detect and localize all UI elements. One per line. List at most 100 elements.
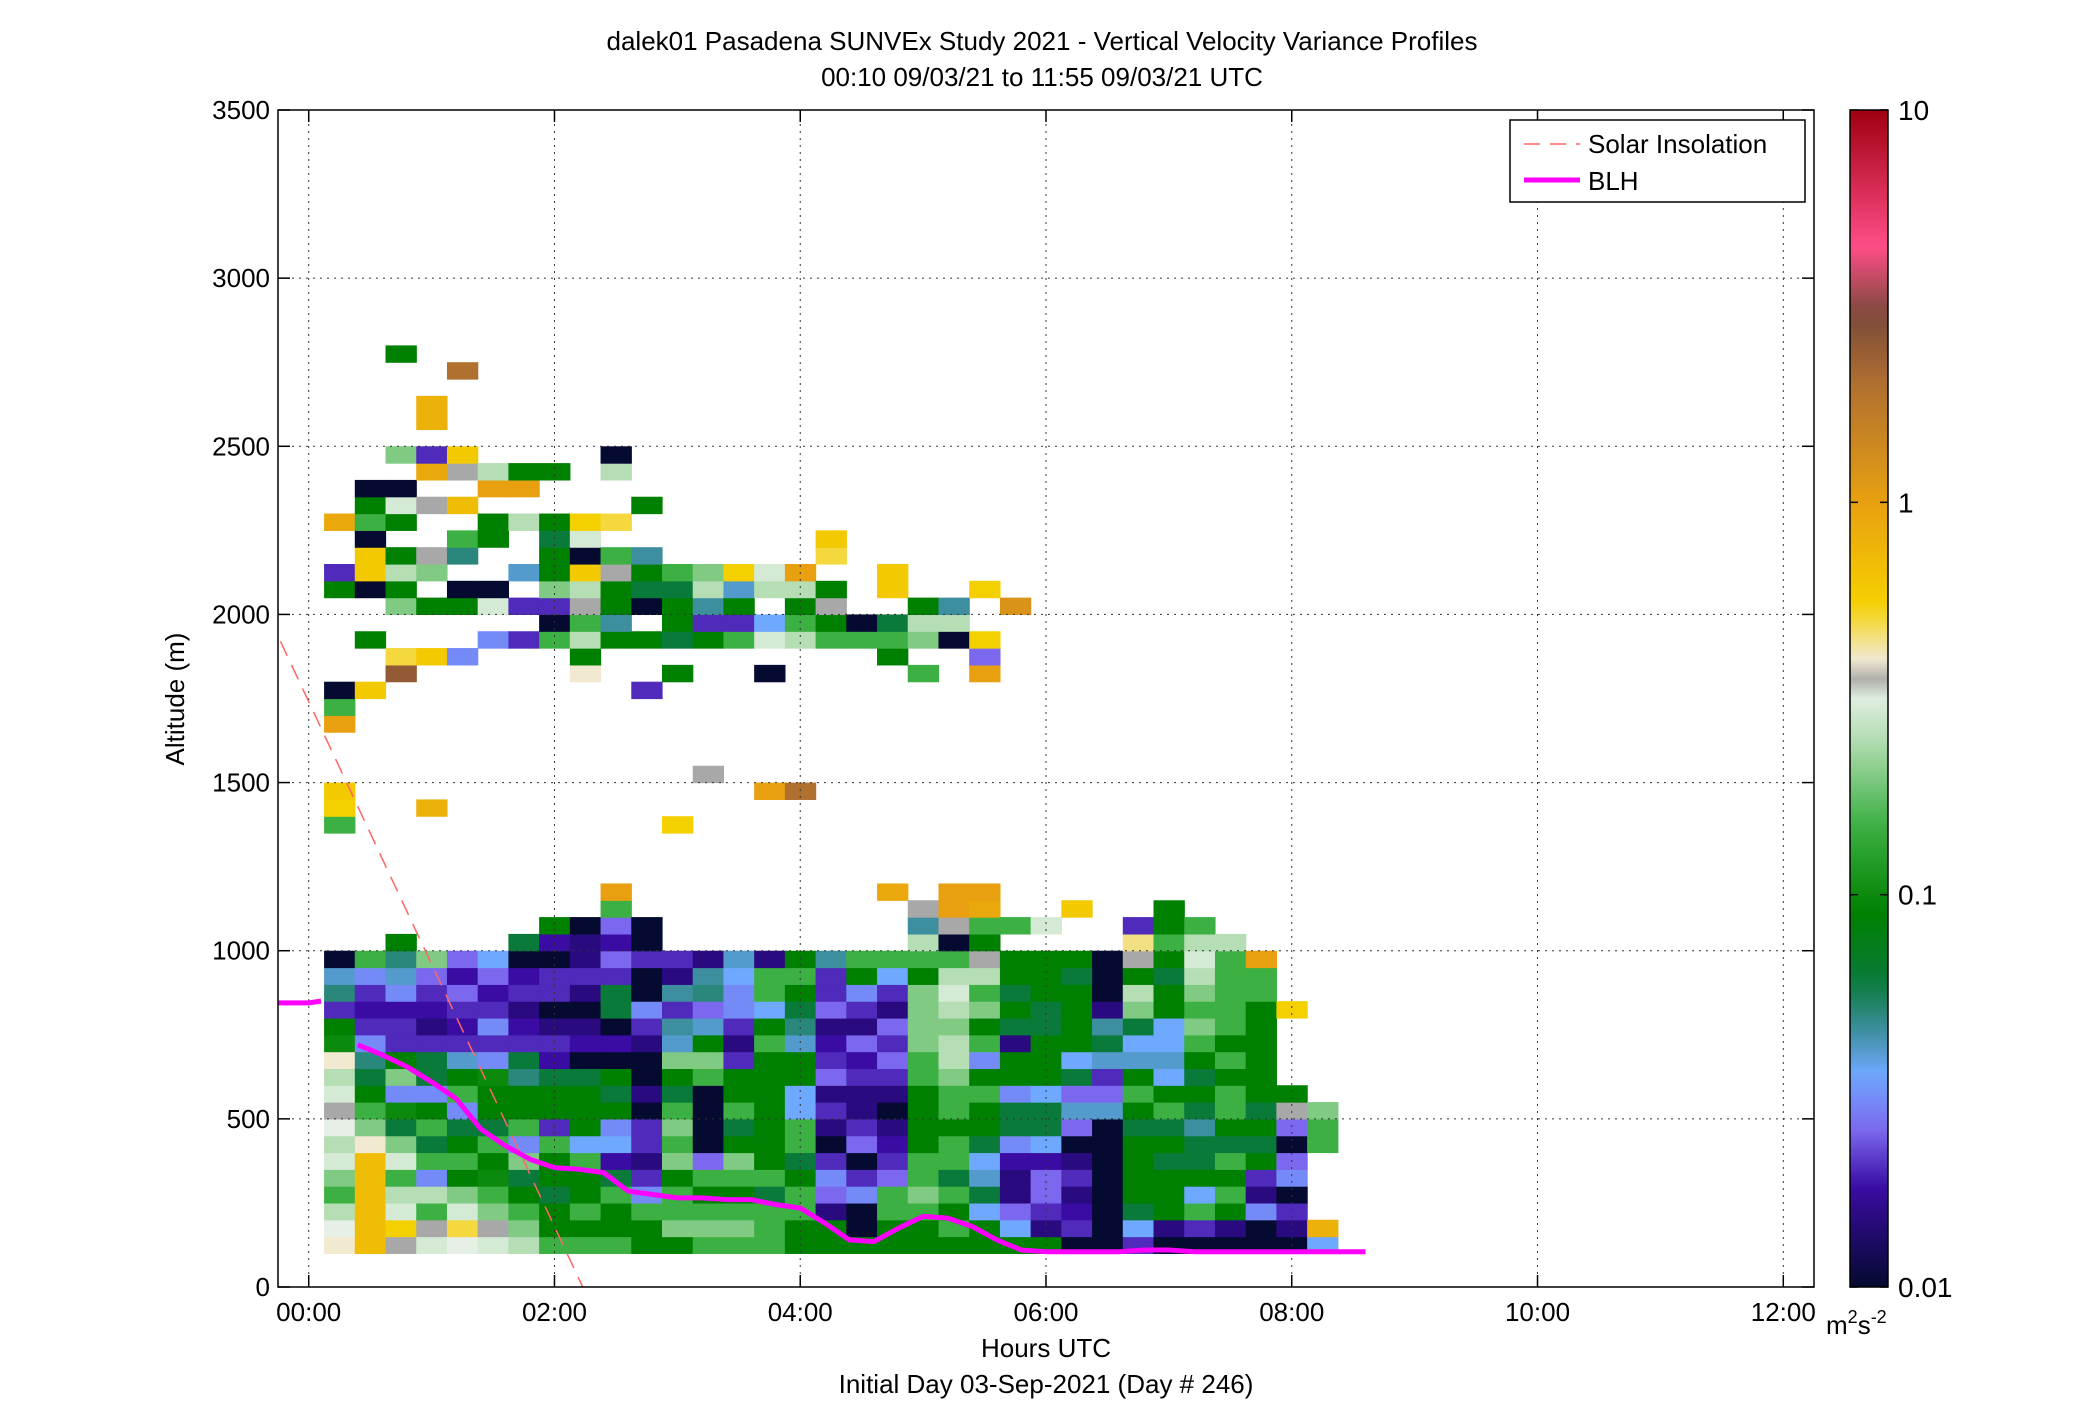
heatmap-cell	[508, 479, 540, 498]
colorbar-ticks: 0.01 0.1 1 10	[1850, 95, 1953, 1303]
heatmap-cell	[662, 1017, 694, 1036]
heatmap-cell	[446, 1169, 479, 1187]
heatmap-cell	[938, 950, 970, 969]
chart-subtitle: 00:10 09/03/21 to 11:55 09/03/21 UTC	[821, 62, 1263, 92]
heatmap-cell	[477, 1001, 509, 1019]
heatmap-cell	[600, 1034, 632, 1053]
heatmap-cell	[1214, 950, 1247, 969]
heatmap-cell	[999, 1051, 1032, 1070]
heatmap-cell	[385, 1017, 417, 1036]
legend-box	[1509, 119, 1806, 203]
heatmap-cell	[1245, 1051, 1277, 1070]
heatmap-cell	[416, 1186, 448, 1204]
heatmap-cell	[999, 1118, 1032, 1137]
heatmap-cell	[969, 1202, 1001, 1221]
heatmap-cell	[1245, 1135, 1277, 1154]
heatmap-cell	[969, 664, 1001, 683]
heatmap-cell	[631, 681, 663, 700]
heatmap-cell	[723, 597, 755, 616]
heatmap-cell	[416, 984, 448, 1002]
heatmap-cell	[600, 984, 632, 1002]
heatmap-cell	[969, 1152, 1001, 1170]
heatmap-cell	[662, 614, 694, 632]
heatmap-cell	[1214, 1169, 1247, 1187]
heatmap-cell	[569, 1051, 602, 1070]
heatmap-cell	[846, 1085, 878, 1103]
heatmap-cell	[754, 1068, 786, 1086]
heatmap-cell	[877, 967, 909, 985]
heatmap-cell	[784, 782, 817, 800]
heatmap-cell	[446, 1135, 479, 1154]
heatmap-cell	[1153, 900, 1185, 918]
heatmap-cell	[324, 1068, 356, 1086]
heatmap-cell	[416, 799, 448, 817]
heatmap-cell	[446, 597, 479, 616]
heatmap-cell	[324, 782, 356, 800]
heatmap-cell	[1122, 1169, 1155, 1187]
heatmap-cell	[539, 1186, 571, 1204]
heatmap-cell	[385, 580, 417, 599]
heatmap-cell	[1061, 1085, 1093, 1103]
heatmap-cell	[446, 580, 479, 599]
heatmap-cell	[324, 1034, 356, 1053]
heatmap-cell	[938, 917, 970, 935]
heatmap-cell	[877, 614, 909, 632]
heatmap-cell	[508, 1202, 540, 1221]
heatmap-cell	[508, 1102, 540, 1120]
heatmap-cell	[539, 1202, 571, 1221]
heatmap-cell	[723, 1085, 755, 1103]
heatmap-cell	[846, 1068, 878, 1086]
heatmap-cell	[846, 1001, 878, 1019]
heatmap-cell	[324, 1085, 356, 1103]
heatmap-cell	[877, 1152, 909, 1170]
heatmap-cell	[907, 597, 940, 616]
heatmap-cell	[662, 967, 694, 985]
heatmap-cell	[539, 1102, 571, 1120]
x-tick-label: 10:00	[1505, 1297, 1570, 1327]
heatmap-cell	[846, 1169, 878, 1187]
heatmap-cell	[1184, 933, 1216, 952]
heatmap-cell	[754, 984, 786, 1002]
heatmap-cell	[969, 1068, 1001, 1086]
heatmap-cell	[877, 950, 909, 969]
heatmap-cell	[692, 1169, 725, 1187]
heatmap-cell	[600, 1051, 632, 1070]
heatmap-cell	[723, 1169, 755, 1187]
heatmap-cell	[907, 967, 940, 985]
heatmap-cell	[662, 950, 694, 969]
heatmap-cell	[446, 446, 479, 464]
heatmap-cell	[692, 631, 725, 649]
heatmap-cell	[446, 1068, 479, 1086]
heatmap-cell	[692, 1017, 725, 1036]
heatmap-cell	[907, 1219, 940, 1238]
heatmap-cell	[754, 1085, 786, 1103]
heatmap-cell	[600, 1102, 632, 1120]
heatmap-cell	[539, 1001, 571, 1019]
heatmap-cell	[1184, 1102, 1216, 1120]
heatmap-cell	[784, 950, 817, 969]
heatmap-cell	[846, 950, 878, 969]
heatmap-cell	[477, 1186, 509, 1204]
heatmap-cell	[385, 597, 417, 616]
heatmap-cell	[754, 1169, 786, 1187]
heatmap-cell	[477, 631, 509, 649]
heatmap-cell	[1184, 1085, 1216, 1103]
heatmap-cell	[600, 513, 632, 531]
heatmap-cell	[385, 1118, 417, 1137]
heatmap-cell	[477, 580, 509, 599]
heatmap-cell	[416, 967, 448, 985]
heatmap-cell	[815, 1186, 847, 1204]
heatmap-cell	[446, 362, 479, 380]
heatmap-cell	[1061, 1152, 1093, 1170]
heatmap-cell	[969, 1085, 1001, 1103]
heatmap-cell	[416, 950, 448, 969]
heatmap-cell	[324, 1001, 356, 1019]
heatmap-cell	[1061, 1017, 1093, 1036]
heatmap-cell	[1245, 1169, 1277, 1187]
heatmap-cell	[969, 917, 1001, 935]
heatmap-cell	[477, 1152, 509, 1170]
heatmap-cell	[938, 1001, 970, 1019]
heatmap-cell	[446, 967, 479, 985]
heatmap-cell	[754, 967, 786, 985]
heatmap-cell	[539, 1034, 571, 1053]
